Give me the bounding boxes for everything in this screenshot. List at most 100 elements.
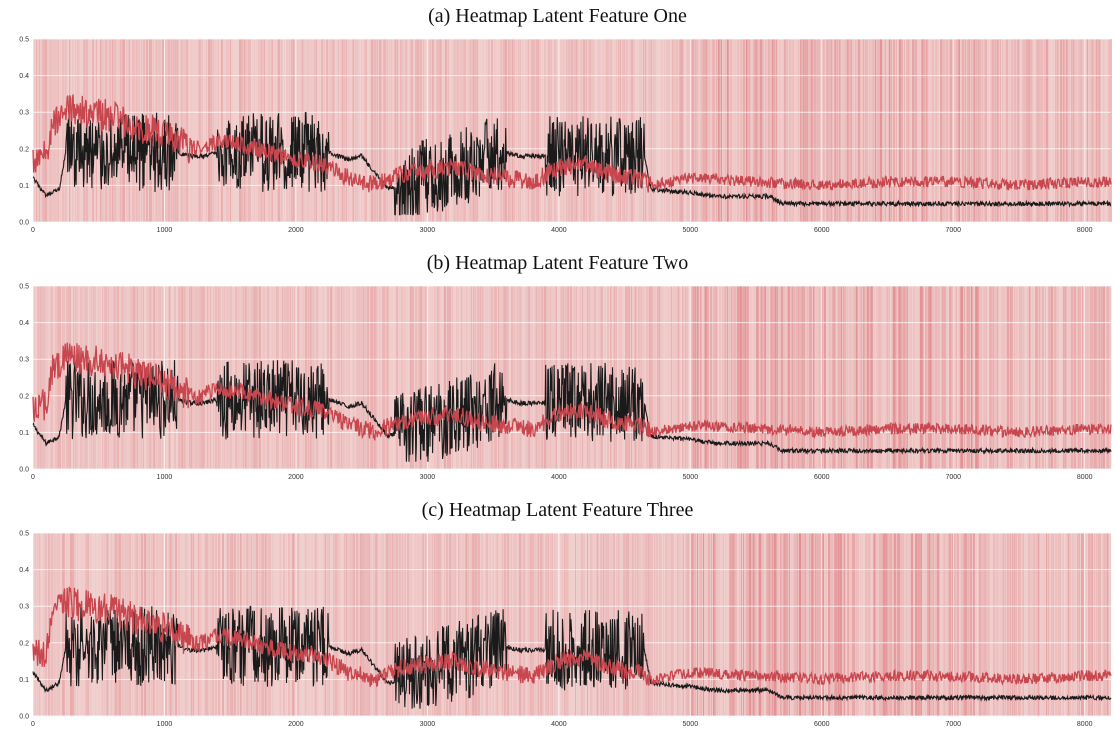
heatmap-stripe [981, 39, 983, 222]
heatmap-stripe [1105, 533, 1107, 716]
heatmap-stripe [879, 286, 881, 469]
heatmap-stripe [937, 39, 940, 222]
heatmap-stripe [1050, 533, 1053, 716]
heatmap-stripe [99, 39, 100, 222]
heatmap-stripe [957, 286, 960, 469]
heatmap-stripe [309, 533, 311, 716]
heatmap-stripe [355, 533, 359, 716]
heatmap-stripe [482, 286, 484, 469]
heatmap-stripe [1024, 533, 1026, 716]
heatmap-stripe [795, 286, 798, 469]
heatmap-stripe [205, 533, 208, 716]
heatmap-stripe [71, 39, 74, 222]
heatmap-stripe [55, 286, 58, 469]
heatmap-stripe [252, 533, 255, 716]
heatmap-stripe [834, 39, 837, 222]
heatmap-stripe [337, 533, 340, 716]
heatmap-stripe [893, 533, 897, 716]
heatmap-stripe [948, 39, 950, 222]
heatmap-stripe [691, 39, 694, 222]
heatmap-stripe [895, 39, 898, 222]
heatmap-stripe [62, 533, 65, 716]
heatmap-stripe [583, 39, 586, 222]
heatmap-stripe [786, 533, 789, 716]
heatmap-stripe [1039, 39, 1041, 222]
heatmap-stripe [829, 286, 832, 469]
heatmap-stripe [376, 39, 378, 222]
heatmap-stripe [326, 286, 329, 469]
heatmap-stripe [964, 286, 967, 469]
heatmap-stripe [840, 39, 843, 222]
heatmap-stripe [690, 533, 692, 716]
heatmap-stripe [215, 286, 218, 469]
heatmap-stripe [834, 533, 837, 716]
heatmap-stripe [236, 533, 238, 716]
heatmap-stripe [858, 286, 861, 469]
heatmap-stripe [35, 39, 38, 222]
heatmap-stripe [509, 286, 511, 469]
heatmap-stripe [681, 533, 683, 716]
heatmap-stripe [199, 39, 201, 222]
heatmap-stripe [38, 39, 41, 222]
heatmap-stripe [725, 39, 727, 222]
heatmap-stripe [372, 533, 374, 716]
heatmap-stripe [842, 286, 844, 469]
heatmap-stripe [802, 39, 804, 222]
heatmap-stripe [525, 533, 528, 716]
heatmap-stripe [463, 286, 465, 469]
heatmap-stripe [527, 533, 530, 716]
heatmap-stripe [928, 286, 930, 469]
heatmap-stripe [983, 286, 986, 469]
heatmap-stripe [441, 533, 444, 716]
heatmap-stripe [720, 533, 723, 716]
heatmap-stripe [727, 533, 728, 716]
heatmap-stripe [339, 286, 341, 469]
heatmap-stripe [366, 533, 370, 716]
heatmap-stripe [867, 39, 868, 222]
heatmap-stripe [862, 286, 865, 469]
heatmap-stripe [199, 533, 202, 716]
heatmap-stripe [1040, 286, 1042, 469]
heatmap-stripe [928, 39, 930, 222]
heatmap-stripe [447, 39, 450, 222]
heatmap-stripe [782, 286, 784, 469]
heatmap-stripe [1010, 39, 1014, 222]
heatmap-stripe [975, 286, 978, 469]
heatmap-stripe [669, 39, 671, 222]
heatmap-stripe [535, 39, 538, 222]
heatmap-stripe [900, 39, 904, 222]
heatmap-stripe [1048, 39, 1051, 222]
heatmap-stripe [628, 39, 631, 222]
heatmap-stripe [1054, 286, 1057, 469]
heatmap-stripe [773, 39, 775, 222]
heatmap-stripe [726, 286, 729, 469]
heatmap-stripe [515, 533, 517, 716]
heatmap-stripe [369, 39, 372, 222]
heatmap-stripe [866, 286, 869, 469]
heatmap-stripe [865, 286, 867, 469]
grid [32, 38, 1111, 223]
heatmap-stripe [484, 286, 487, 469]
heatmap-stripe [516, 533, 519, 716]
heatmap-stripe [96, 533, 98, 716]
heatmap-stripe [1025, 39, 1028, 222]
heatmap-stripe [906, 533, 909, 716]
heatmap-stripe [429, 286, 431, 469]
heatmap-stripe [550, 39, 552, 222]
heatmap-stripe [324, 533, 327, 716]
heatmap-stripe [348, 39, 350, 222]
heatmap-stripe [169, 533, 172, 716]
heatmap-stripe [207, 533, 209, 716]
heatmap-stripe [790, 533, 793, 716]
heatmap-stripe [161, 533, 163, 716]
heatmap-stripe [775, 39, 777, 222]
heatmap-stripe [497, 286, 499, 469]
heatmap-stripe [395, 286, 399, 469]
series-line-red [32, 94, 1112, 193]
heatmap-stripe [811, 533, 814, 716]
heatmap-stripe [430, 39, 432, 222]
heatmap-stripe [729, 533, 732, 716]
heatmap-stripe [378, 286, 379, 469]
heatmap-stripe [422, 286, 423, 469]
heatmap-stripe [694, 39, 696, 222]
